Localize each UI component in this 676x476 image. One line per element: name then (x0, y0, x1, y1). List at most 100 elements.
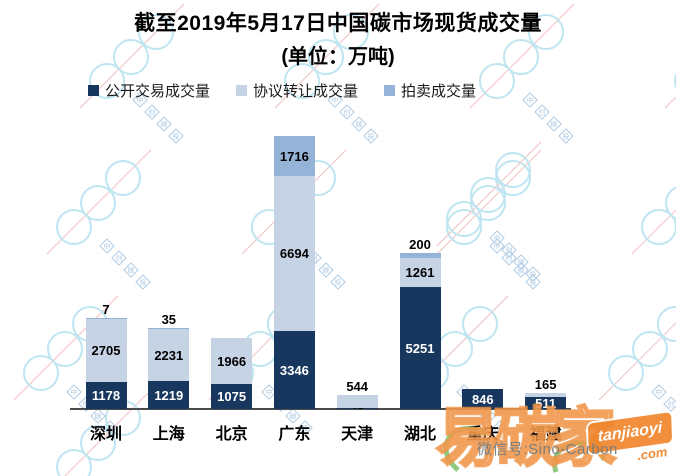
legend-swatch-icon (88, 85, 99, 96)
value-label: 1178 (91, 388, 121, 403)
svg-text:创: 创 (116, 254, 123, 263)
x-axis-label: 广东 (278, 426, 311, 443)
svg-text:投: 投 (173, 132, 180, 141)
svg-text:碳: 碳 (485, 412, 492, 421)
legend-label: 拍卖成交量 (401, 83, 477, 100)
value-label: 846 (471, 391, 494, 407)
svg-text:中: 中 (137, 96, 144, 105)
bar-segment (273, 176, 315, 331)
legend-item-2: 拍卖成交量 (384, 80, 476, 101)
value-label: 1966 (217, 353, 247, 369)
bar-segment (211, 384, 253, 409)
bar-segment (85, 319, 127, 382)
value-label: 1075 (217, 389, 247, 404)
bar-segment (85, 382, 127, 409)
x-axis-label: 北京 (215, 426, 248, 443)
value-label: 35 (161, 312, 177, 327)
value-label: 1219 (154, 387, 184, 403)
bar-segment (336, 408, 378, 409)
bar-segment (273, 136, 315, 176)
svg-text:碳: 碳 (161, 120, 168, 129)
value-label: 511 (535, 395, 557, 411)
svg-text:创: 创 (149, 108, 156, 117)
legend-swatch-icon (236, 85, 248, 96)
svg-text:投: 投 (530, 278, 537, 287)
legend-item-0: 公开交易成交量 (88, 80, 210, 101)
svg-text:中: 中 (332, 96, 339, 105)
legend-swatch-icon (384, 85, 396, 96)
svg-text:投: 投 (530, 270, 537, 279)
wechat-watermark-text: 微信号:Sino-Carbon (477, 441, 618, 458)
bar-segment (399, 253, 441, 258)
svg-text:投: 投 (335, 278, 342, 287)
svg-text:中: 中 (527, 96, 534, 105)
value-label: 1716 (279, 148, 309, 164)
svg-text:中: 中 (656, 388, 663, 397)
bar-segment (148, 329, 190, 381)
value-label: 7 (102, 302, 110, 317)
svg-text:碳: 碳 (323, 266, 330, 275)
bar-segment (211, 338, 253, 384)
svg-text:碳: 碳 (95, 412, 102, 421)
svg-text:投: 投 (140, 278, 147, 287)
x-axis-label: 深圳 (89, 426, 122, 443)
value-label: 5251 (405, 340, 435, 356)
svg-text:创: 创 (506, 246, 513, 255)
chart-legend: 公开交易成交量 协议转让成交量 拍卖成交量 (88, 80, 476, 101)
chart-subtitle: (单位：万吨) (281, 46, 395, 68)
svg-text:中: 中 (71, 388, 78, 397)
legend-item-1: 协议转让成交量 (236, 80, 358, 101)
bar-segment (148, 328, 190, 329)
svg-text:投: 投 (302, 424, 309, 433)
bar-segment (462, 389, 504, 409)
x-axis-label: 湖北 (403, 426, 436, 443)
value-label: 544 (346, 379, 369, 394)
legend-label: 协议转让成交量 (253, 83, 359, 100)
x-axis-label: 天津 (341, 426, 374, 443)
x-axis-line (70, 408, 571, 410)
bar-segment (525, 397, 567, 409)
svg-text:中: 中 (266, 388, 273, 397)
svg-text:创: 创 (668, 400, 675, 409)
svg-text:碳: 碳 (551, 120, 558, 129)
bar-segment (148, 381, 190, 409)
value-label: 6694 (279, 246, 309, 261)
svg-text:创: 创 (539, 108, 546, 117)
bar-segment (399, 258, 441, 287)
bar-segment (85, 318, 127, 319)
svg-text:中: 中 (494, 234, 501, 243)
svg-text:碳: 碳 (128, 266, 135, 275)
legend-label: 公开交易成交量 (105, 83, 211, 100)
svg-text:碳: 碳 (518, 258, 525, 267)
svg-text:投: 投 (563, 132, 570, 141)
bar-segment (399, 287, 441, 409)
svg-text:中: 中 (494, 242, 501, 251)
svg-text:创: 创 (506, 254, 513, 263)
bar-segment (336, 395, 378, 408)
svg-text:碳: 碳 (518, 266, 525, 275)
value-label: 2231 (154, 347, 184, 363)
svg-text:投: 投 (368, 132, 375, 141)
bar-segment (273, 331, 315, 409)
svg-text:碳: 碳 (356, 120, 363, 129)
svg-text:中: 中 (104, 242, 111, 251)
value-label: 2705 (91, 343, 121, 358)
x-axis-label: 福建 (529, 426, 562, 443)
chart-title: 截至2019年5月17日中国碳市场现货成交量 (134, 12, 542, 35)
svg-text:投: 投 (497, 424, 504, 433)
value-label: 165 (534, 377, 557, 392)
svg-text:创: 创 (344, 108, 351, 117)
x-axis-label: 上海 (152, 426, 185, 443)
value-label: 1261 (405, 265, 435, 280)
svg-text:碳: 碳 (290, 412, 297, 421)
